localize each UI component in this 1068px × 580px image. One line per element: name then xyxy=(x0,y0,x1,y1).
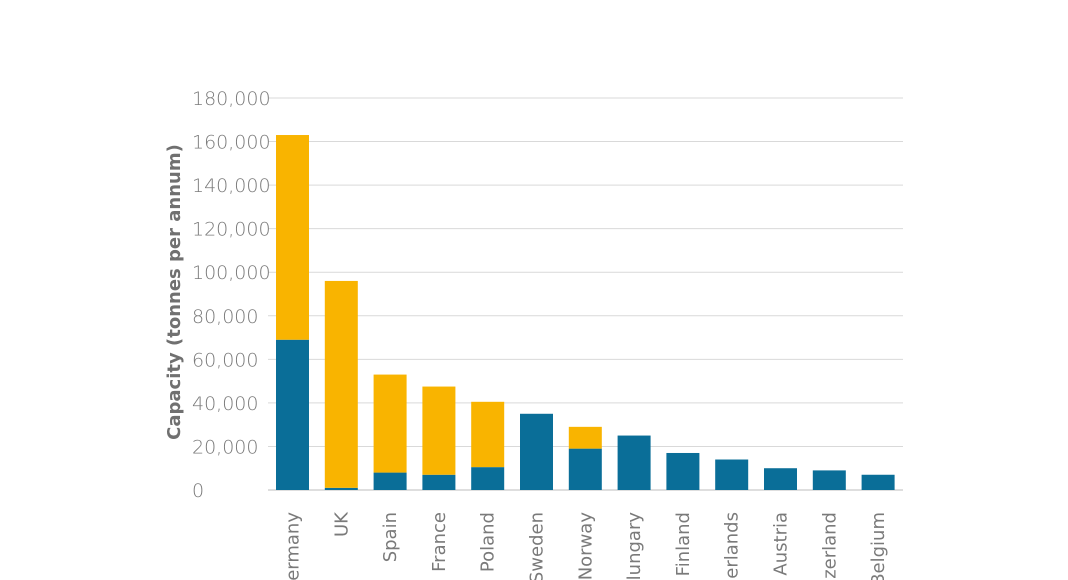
bar-bottom-germany xyxy=(276,339,309,490)
x-tick-label: Belgium xyxy=(868,512,889,580)
bar-bottom-netherlands xyxy=(715,459,749,490)
x-tick-label: Poland xyxy=(478,512,499,572)
bar-top-uk xyxy=(324,280,358,488)
y-tick-label: 40,000 xyxy=(192,393,258,415)
x-tick-label: Austria xyxy=(771,512,792,576)
x-tick-label: zerland xyxy=(819,512,840,579)
bar-bottom-france xyxy=(422,474,456,490)
bar-top-germany xyxy=(276,135,309,340)
bar-bottom-switzerland xyxy=(812,470,846,490)
x-axis-ticks: ermany UK Spain France Poland Sweden Norway lun… xyxy=(283,511,890,580)
x-tick-label: ermany xyxy=(283,512,304,580)
bar-bottom-hungary xyxy=(617,435,651,490)
bar-bottom-austria xyxy=(764,468,797,490)
x-tick-label: Sweden xyxy=(527,512,548,580)
bar-bottom-finland xyxy=(666,452,700,490)
x-tick-label: Spain xyxy=(380,512,401,562)
y-tick-label: 0 xyxy=(192,480,204,502)
y-axis-title: Capacity (tonnes per annum) xyxy=(164,144,185,440)
x-tick-label: UK xyxy=(331,511,352,537)
x-tick-label: lungary xyxy=(624,512,645,580)
y-tick-label: 140,000 xyxy=(192,175,271,197)
y-axis-ticks: 0 20,000 40,000 60,000 80,000 100,000 120,000 1… xyxy=(192,88,271,502)
bar-bottom-poland xyxy=(471,467,505,490)
x-tick-label: Finland xyxy=(673,512,694,576)
x-tick-label: erlands xyxy=(722,512,743,579)
y-tick-label: 180,000 xyxy=(192,88,271,110)
bars xyxy=(276,135,895,490)
bar-top-spain xyxy=(373,374,407,473)
y-tick-label: 100,000 xyxy=(192,262,271,284)
bar-top-france xyxy=(422,386,456,475)
bar-bottom-belgium xyxy=(861,474,895,490)
bar-top-poland xyxy=(471,401,505,468)
bar-bottom-spain xyxy=(373,472,407,490)
y-tick-label: 60,000 xyxy=(192,349,258,371)
bar-bottom-norway xyxy=(568,448,602,490)
bar-bottom-sweden xyxy=(520,413,553,490)
bar-bottom-uk xyxy=(324,487,358,490)
y-tick-label: 20,000 xyxy=(192,436,258,458)
y-tick-label: 80,000 xyxy=(192,306,258,328)
bar-top-norway xyxy=(568,426,602,449)
y-tick-label: 120,000 xyxy=(192,219,271,241)
x-tick-label: Norway xyxy=(575,512,596,580)
y-tick-label: 160,000 xyxy=(192,132,271,154)
x-tick-label: France xyxy=(429,512,450,572)
